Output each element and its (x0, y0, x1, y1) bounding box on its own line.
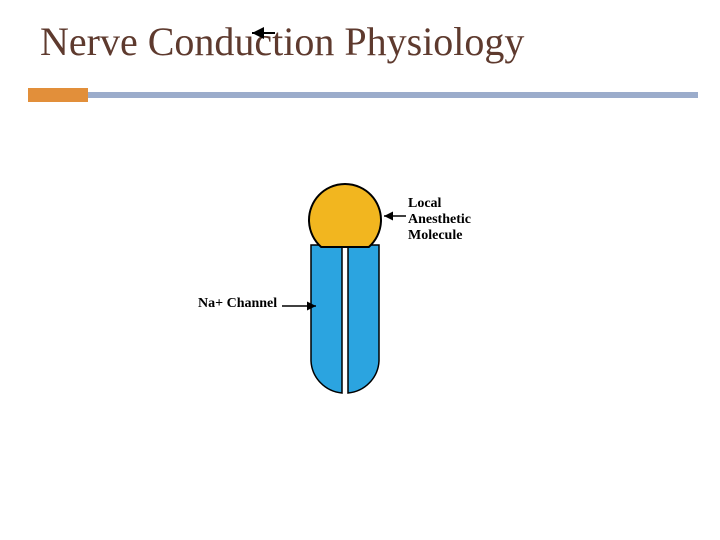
molecule-shape (309, 184, 381, 247)
anesthetic-label-line: Molecule (408, 228, 471, 244)
anesthetic-label: LocalAnestheticMolecule (408, 196, 471, 244)
slide: Nerve Conduction Physiology LocalAnesthe… (0, 0, 720, 540)
channel-label: Na+ Channel (198, 296, 277, 312)
channel-shape (311, 245, 379, 393)
diagram-svg (0, 0, 720, 540)
anesthetic-label-line: Local (408, 196, 471, 212)
anesthetic-label-line: Anesthetic (408, 212, 471, 228)
